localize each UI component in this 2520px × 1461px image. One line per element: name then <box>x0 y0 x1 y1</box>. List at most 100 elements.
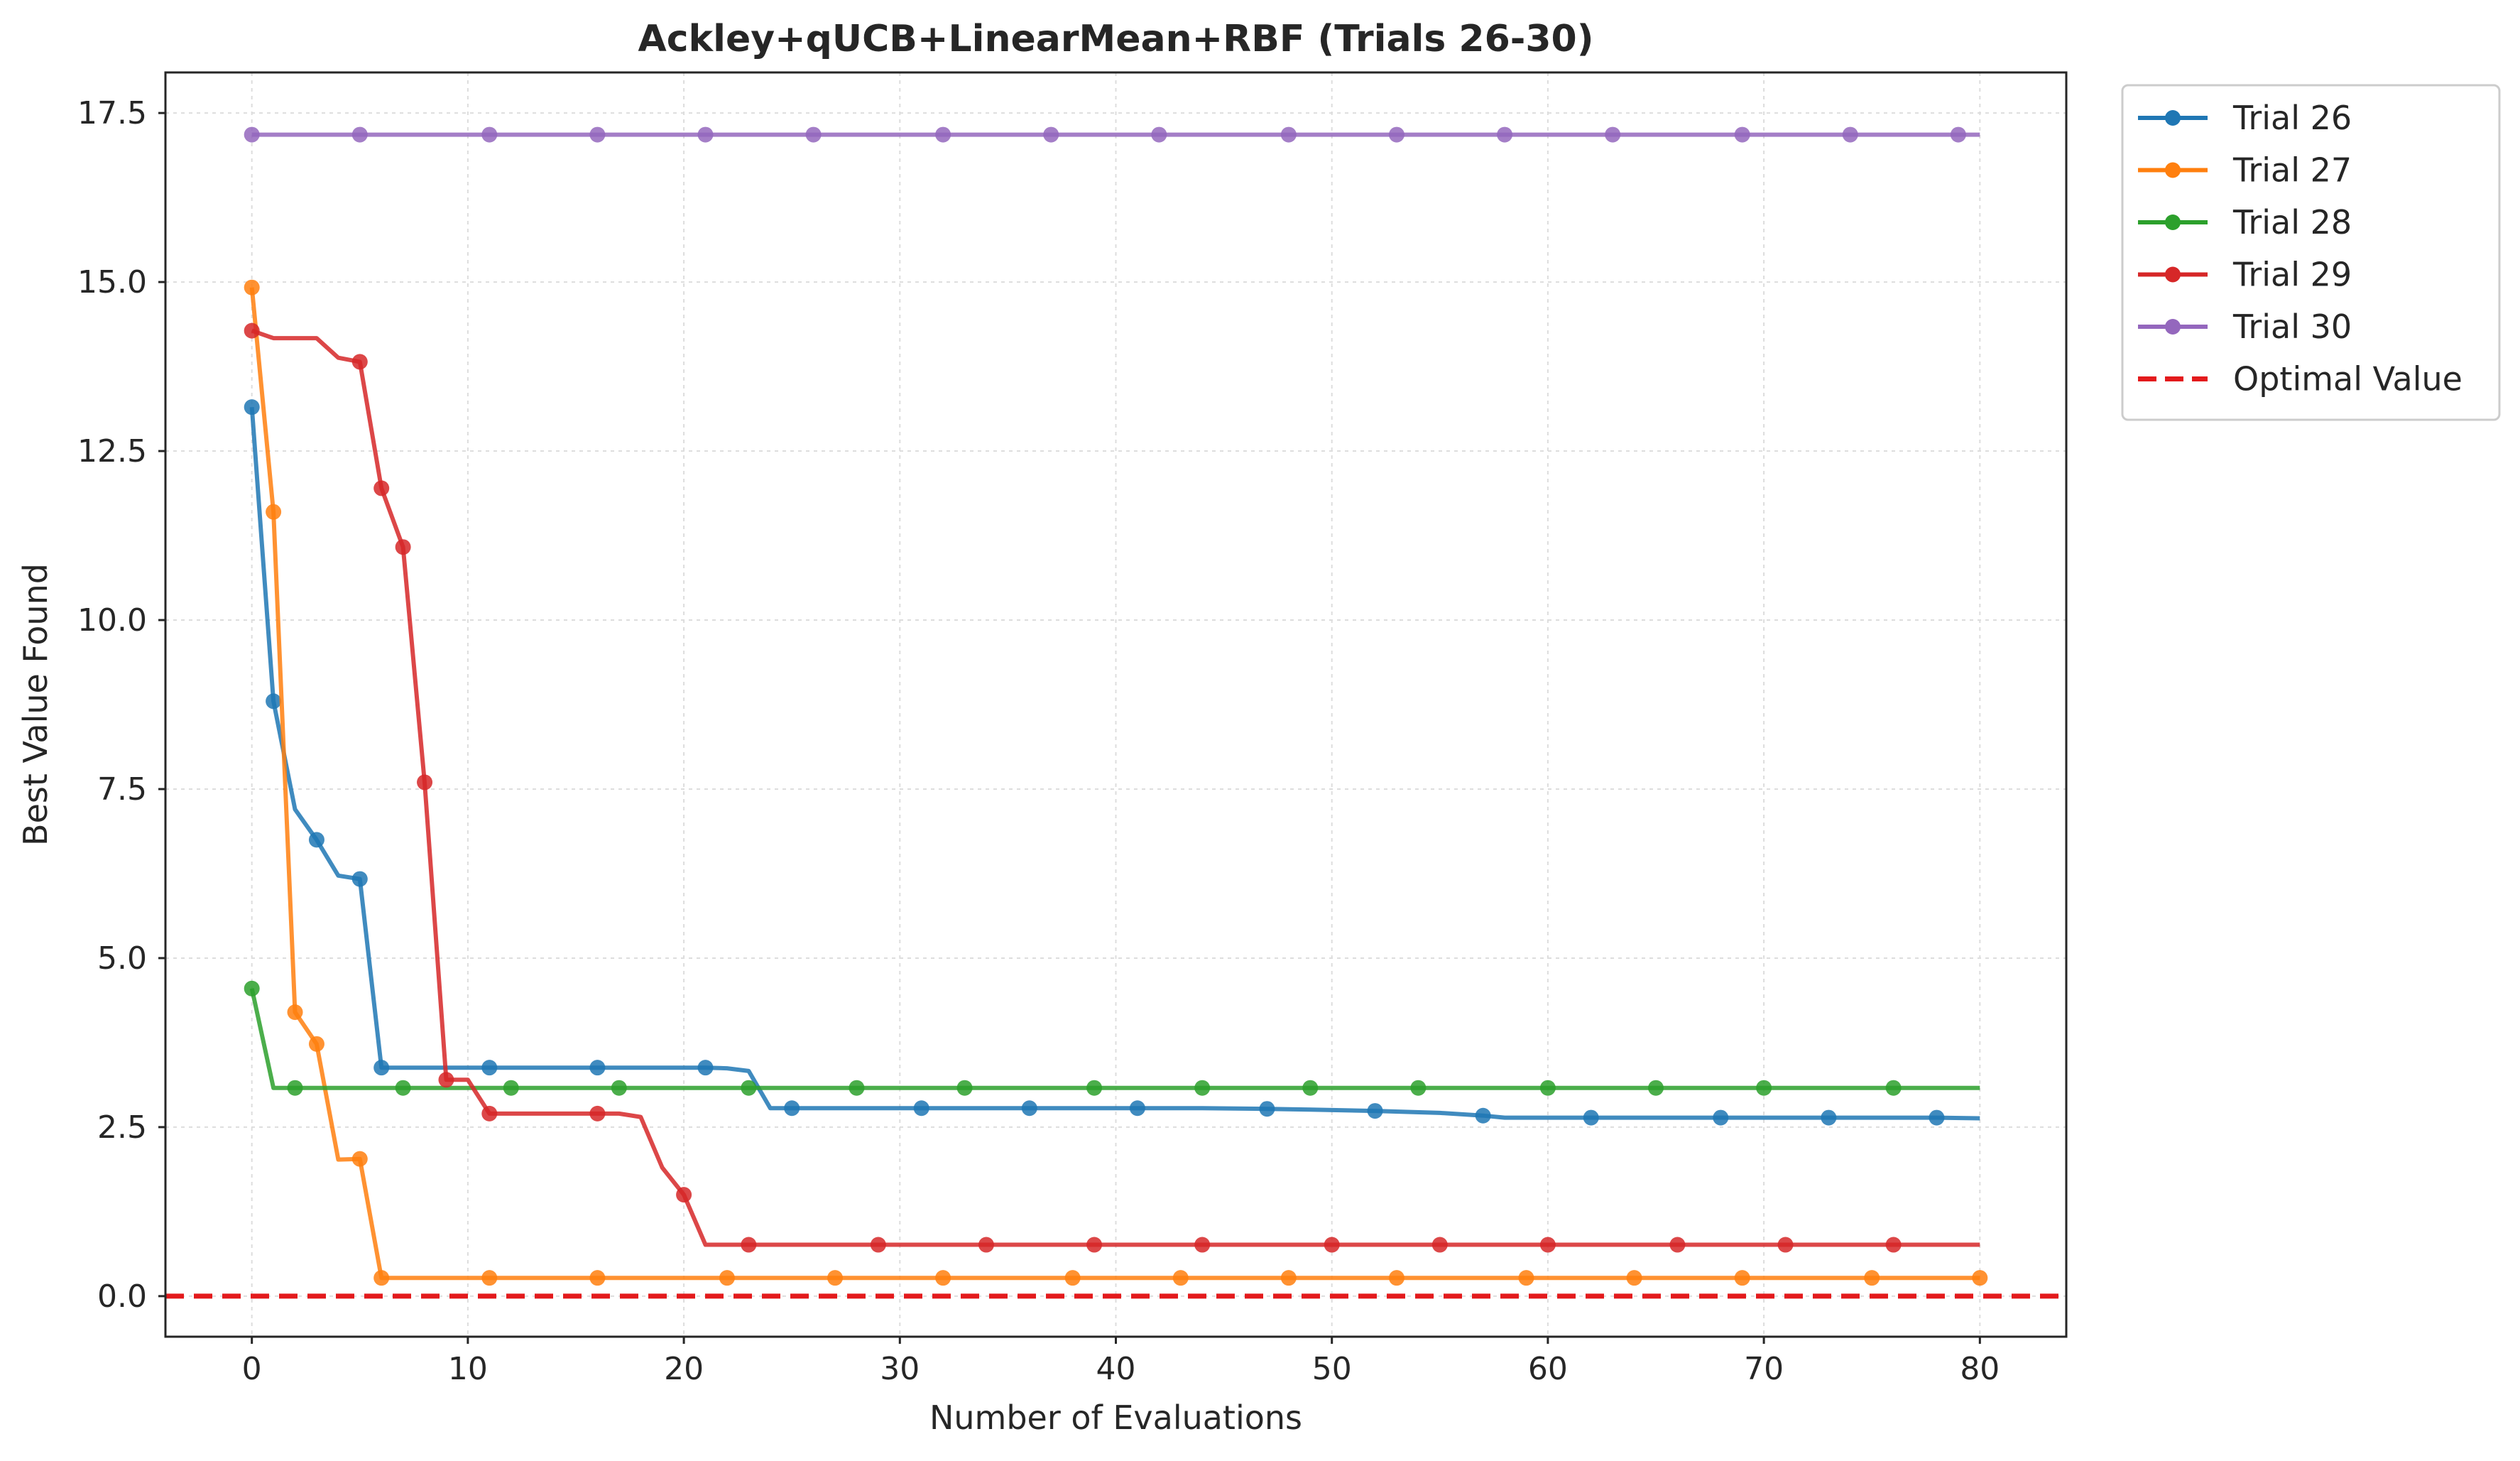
data-point <box>589 1060 606 1076</box>
legend-box <box>2121 84 2501 421</box>
data-point <box>935 126 951 143</box>
data-point <box>1734 126 1750 143</box>
data-point <box>1583 1109 1599 1126</box>
data-point <box>805 126 822 143</box>
data-point <box>308 1036 324 1052</box>
data-point <box>417 774 433 791</box>
data-point <box>935 1270 951 1286</box>
data-point <box>395 539 411 555</box>
legend-item: Trial 29 <box>2138 256 2352 294</box>
x-tick-label: 50 <box>1312 1351 1352 1387</box>
data-point <box>1388 1270 1404 1286</box>
data-point <box>956 1080 973 1096</box>
data-point <box>1280 126 1297 143</box>
data-point <box>244 322 260 339</box>
data-point <box>1086 1080 1103 1096</box>
data-point <box>351 1151 368 1167</box>
data-point <box>1777 1237 1794 1253</box>
data-point <box>1885 1080 1902 1096</box>
data-point <box>481 1105 498 1121</box>
data-point <box>438 1072 454 1088</box>
data-point <box>481 126 498 143</box>
data-point <box>1756 1080 1772 1096</box>
data-point <box>1539 1080 1556 1096</box>
x-tick-label: 0 <box>242 1351 262 1387</box>
data-point <box>870 1237 886 1253</box>
data-point <box>849 1080 865 1096</box>
y-tick-label: 5.0 <box>97 940 147 977</box>
data-point <box>1302 1080 1319 1096</box>
data-point <box>1172 1270 1189 1286</box>
data-point <box>676 1187 692 1203</box>
legend-item: Trial 30 <box>2138 308 2352 346</box>
data-point <box>351 126 368 143</box>
data-point <box>1475 1107 1491 1124</box>
data-point <box>1518 1270 1534 1286</box>
series-layer <box>244 126 1988 1286</box>
data-point <box>1194 1080 1211 1096</box>
x-tick-label: 40 <box>1096 1351 1136 1387</box>
x-axis-label: Number of Evaluations <box>929 1398 1302 1437</box>
legend: Trial 26 Trial 27 Trial 28 Trial 29 Trial 30… <box>2121 84 2501 421</box>
data-point <box>266 504 282 520</box>
data-point <box>1713 1109 1729 1126</box>
data-point <box>373 480 390 496</box>
data-point <box>287 1004 303 1021</box>
legend-item: Trial 27 <box>2138 151 2352 190</box>
x-tick-label: 70 <box>1744 1351 1784 1387</box>
series-trial-30 <box>244 126 1980 143</box>
data-point <box>1324 1237 1340 1253</box>
legend-label: Trial 30 <box>2232 308 2352 346</box>
data-point <box>1259 1101 1275 1117</box>
data-point <box>481 1270 498 1286</box>
data-point <box>1842 126 1858 143</box>
chart-title: Ackley+qUCB+LinearMean+RBF (Trials 26-30… <box>638 18 1593 60</box>
series-trial-28 <box>244 980 1980 1096</box>
data-point <box>266 693 282 710</box>
series-trial-26 <box>244 399 1980 1126</box>
y-tick-label: 10.0 <box>77 602 147 639</box>
y-tick-label: 2.5 <box>97 1109 147 1146</box>
y-tick-label: 0.0 <box>97 1278 147 1315</box>
data-point <box>1626 1270 1642 1286</box>
data-point <box>697 1060 714 1076</box>
data-point <box>1194 1237 1211 1253</box>
data-point <box>1885 1237 1902 1253</box>
data-point <box>1734 1270 1750 1286</box>
data-point <box>1539 1237 1556 1253</box>
data-point <box>589 1105 606 1121</box>
data-point <box>1821 1109 1837 1126</box>
legend-swatch-marker <box>2165 266 2181 283</box>
legend-swatch-marker <box>2165 214 2181 230</box>
data-point <box>611 1080 627 1096</box>
series-line <box>249 287 1980 1281</box>
data-point <box>1950 126 1966 143</box>
data-point <box>287 1080 303 1096</box>
data-point <box>244 279 260 295</box>
data-point <box>1648 1080 1664 1096</box>
y-tick-label: 12.5 <box>77 433 147 469</box>
series-trial-29 <box>244 322 1980 1253</box>
data-point <box>741 1080 757 1096</box>
data-point <box>351 871 368 887</box>
y-tick-label: 17.5 <box>77 95 147 131</box>
data-point <box>308 832 324 848</box>
data-point <box>244 399 260 416</box>
y-tick-label: 7.5 <box>97 771 147 808</box>
series-trial-27 <box>244 279 1988 1286</box>
data-point <box>1280 1270 1297 1286</box>
data-point <box>1367 1103 1383 1119</box>
legend-item: Trial 28 <box>2138 203 2352 241</box>
data-point <box>503 1080 519 1096</box>
data-point <box>784 1100 800 1117</box>
data-point <box>395 1080 411 1096</box>
data-point <box>1431 1237 1448 1253</box>
data-point <box>1388 126 1404 143</box>
legend-label: Trial 29 <box>2232 256 2352 294</box>
data-point <box>827 1270 844 1286</box>
legend-label: Trial 27 <box>2232 151 2352 190</box>
data-point <box>741 1237 757 1253</box>
data-point <box>1972 1270 1988 1286</box>
